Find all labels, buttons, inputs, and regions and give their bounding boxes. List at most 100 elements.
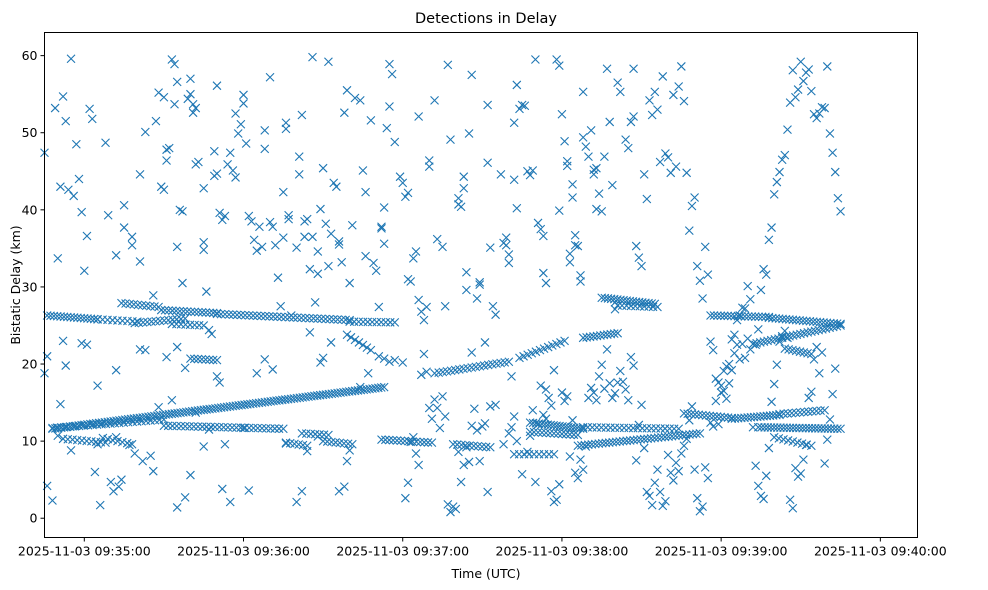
scatter-point — [260, 126, 270, 135]
scatter-point — [629, 361, 638, 370]
scatter-point — [276, 301, 286, 311]
scatter-point — [708, 422, 718, 431]
scatter-point-track-23-25km — [799, 328, 809, 338]
scatter-point — [668, 476, 678, 485]
scatter-point-track-9.5km-e — [469, 441, 479, 451]
scatter-point-track-25.5km-end — [390, 318, 400, 327]
scatter-point — [406, 437, 416, 447]
scatter-point — [361, 251, 370, 261]
scatter-point — [541, 385, 551, 394]
scatter-point-track-23km — [366, 345, 376, 355]
scatter-point — [106, 477, 116, 487]
scatter-point — [278, 233, 288, 242]
scatter-point — [297, 486, 307, 496]
scatter-point — [584, 152, 593, 162]
scatter-point — [329, 178, 339, 188]
scatter-point — [125, 440, 134, 450]
scatter-point — [780, 326, 790, 336]
x-tick-label: 2025-11-03 09:37:00 — [336, 544, 469, 559]
scatter-point-track-11.5km — [782, 423, 792, 433]
scatter-point — [533, 419, 543, 429]
scatter-point — [578, 465, 588, 475]
scatter-point — [666, 168, 676, 178]
scatter-point — [623, 395, 633, 405]
scatter-point — [464, 129, 474, 138]
scatter-point-track-11.5km — [757, 422, 766, 432]
scatter-point-track-23-25km — [755, 338, 765, 347]
scatter-point — [785, 495, 795, 505]
scatter-point-track-10km-d — [427, 438, 437, 448]
scatter-point — [395, 172, 405, 182]
scatter-point — [730, 348, 739, 358]
scatter-point — [464, 457, 474, 467]
scatter-point — [661, 496, 670, 506]
scatter-point — [679, 96, 689, 106]
scatter-point — [379, 354, 389, 364]
scatter-point — [554, 479, 564, 489]
scatter-point-track-11.5km — [836, 424, 845, 434]
scatter-point-track-26.5km-long — [329, 314, 338, 324]
scatter-point-track-26km-early — [66, 312, 76, 322]
scatter-point — [260, 355, 270, 364]
scatter-point — [79, 266, 89, 276]
scatter-point — [239, 99, 248, 108]
scatter-point — [215, 378, 225, 387]
scatter-point — [117, 475, 126, 485]
scatter-point — [836, 206, 845, 216]
scatter-point — [573, 473, 583, 483]
scatter-point-track-11km-b — [537, 428, 547, 438]
scatter-point-track-11.5km — [779, 423, 788, 433]
scatter-point-track-11.5km — [788, 423, 798, 433]
scatter-point-track-26km-late — [716, 311, 726, 321]
scatter-point-track-23-25km — [806, 327, 816, 337]
scatter-point — [318, 353, 328, 363]
scatter-point-track-20.5km — [208, 355, 218, 365]
scatter-point-track-11km-b — [565, 430, 575, 439]
scatter-point — [201, 287, 211, 296]
scatter-point — [772, 360, 782, 370]
scatter-point — [297, 110, 307, 120]
scatter-point — [806, 86, 816, 96]
scatter-point-track-9.5km-e — [452, 440, 462, 449]
scatter-point-track-13.5km-b — [775, 409, 784, 419]
scatter-point-track-9.5-11km — [646, 433, 656, 443]
scatter-point-track-9.5-11km — [636, 435, 646, 444]
scatter-point — [318, 163, 328, 173]
scatter-point-track-26.5km-long — [321, 314, 330, 324]
scatter-point — [454, 447, 463, 457]
scatter-point-track-23-25km — [763, 336, 772, 346]
scatter-point — [231, 173, 240, 182]
scatter-point — [191, 103, 201, 113]
scatter-point-track-25.5km-late — [774, 314, 784, 324]
scatter-point — [801, 440, 811, 450]
scatter-point — [310, 297, 320, 307]
scatter-point — [700, 462, 710, 472]
scatter-point — [525, 431, 535, 441]
scatter-point-track-25.5km-late — [771, 313, 781, 323]
scatter-point-track-12km-b — [274, 424, 284, 434]
scatter-point — [446, 507, 455, 517]
scatter-point-track-26km-early — [56, 312, 65, 321]
scatter-point — [249, 235, 259, 245]
scatter-point — [260, 144, 270, 154]
scatter-point — [398, 358, 408, 367]
scatter-point-track-26.5km-long — [212, 309, 222, 319]
scatter-point — [411, 449, 421, 458]
scatter-point-track-12km-b — [278, 424, 288, 434]
scatter-point — [499, 439, 508, 449]
scatter-point-track-27km — [171, 306, 181, 316]
scatter-point-track-9.5-11km — [625, 436, 635, 445]
scatter-point — [191, 408, 201, 417]
scatter-point — [698, 502, 707, 512]
scatter-point-track-25.5km-late — [788, 315, 798, 325]
scatter-point — [135, 257, 145, 266]
scatter-point — [594, 189, 604, 199]
scatter-point — [403, 188, 413, 198]
scatter-point — [239, 90, 248, 100]
scatter-point — [212, 81, 222, 91]
scatter-point — [252, 246, 262, 256]
scatter-point — [239, 423, 248, 433]
scatter-point-track-12km-b — [227, 423, 237, 432]
scatter-point-track-9.5km-e — [457, 440, 466, 450]
scatter-point — [647, 500, 657, 510]
